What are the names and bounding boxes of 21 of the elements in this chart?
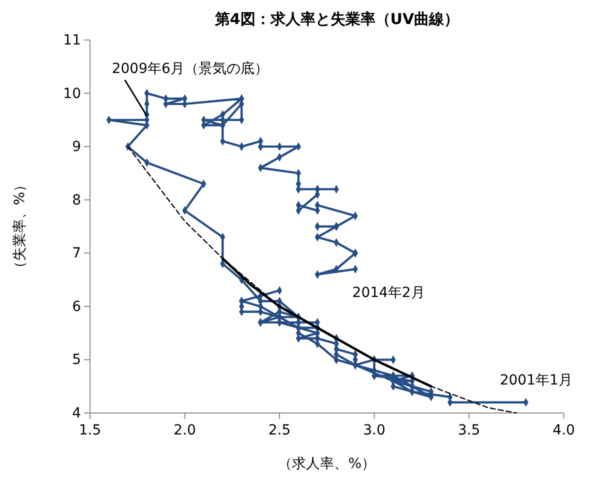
y-tick-label: 6 [72, 298, 82, 315]
x-tick-label: 3.0 [363, 422, 386, 439]
y-tick-label: 7 [72, 246, 81, 262]
y-tick-label: 9 [72, 139, 81, 156]
x-tick-label: 1.5 [78, 422, 102, 439]
x-tick-label: 3.5 [458, 422, 480, 439]
y-tick-label: 4 [72, 405, 82, 422]
x-tick-label: 4.0 [552, 422, 575, 439]
y-tick-label: 5 [72, 352, 81, 368]
y-tick-label: 8 [72, 192, 81, 208]
annotation: 2009年6月（景気の底） [112, 60, 268, 77]
x-axis-title: （求人率、%） [278, 456, 376, 472]
annotation: 2014年2月 [352, 285, 425, 302]
y-tick-label: 11 [63, 32, 81, 48]
x-tick-label: 2.0 [174, 422, 196, 439]
line-series [221, 257, 432, 388]
y-tick-label: 10 [63, 86, 81, 102]
x-tick-label: 2.5 [268, 422, 291, 439]
chart-title: 第4図：求人率と失業率（UV曲線） [214, 10, 460, 28]
annotation: 2001年1月 [500, 372, 572, 388]
y-axis-title: （失業率、%） [12, 178, 28, 276]
